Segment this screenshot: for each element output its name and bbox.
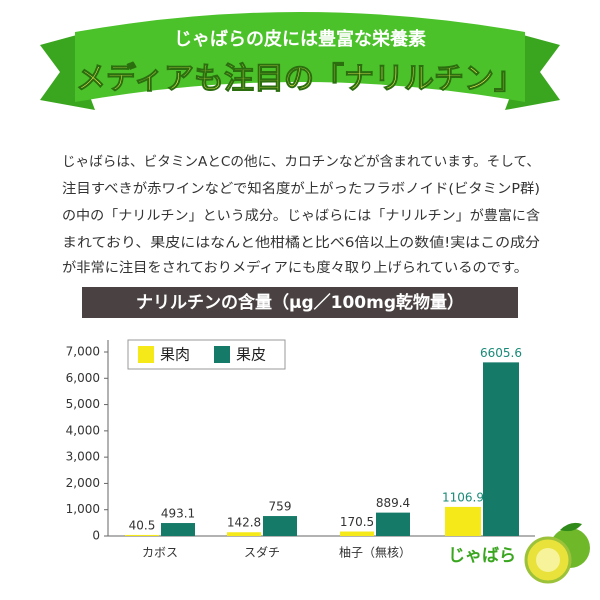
chart-title-bar <box>82 287 518 318</box>
x-tick-label: じゃばら <box>448 546 516 566</box>
y-tick-label: 3,000 <box>66 450 100 464</box>
lime-illustration <box>524 522 590 584</box>
data-label: 6605.6 <box>480 346 522 360</box>
y-tick-label: 1,000 <box>66 502 100 516</box>
data-label: 170.5 <box>340 515 374 529</box>
legend-label: 果皮 <box>236 346 266 364</box>
legend-swatch <box>138 346 154 363</box>
bar <box>125 534 159 536</box>
bar <box>161 523 195 536</box>
banner: じゃばらの皮には豊富な栄養素 メディアも注目の「ナリルチン」 <box>40 12 560 110</box>
paragraph-line: の中の「ナリルチン」という成分。じゃばらには「ナリルチン」が豊富に含 <box>62 207 541 224</box>
chart: 0 1,000 2,000 3,000 4,000 5,000 6,000 7,000 40.5… <box>66 339 535 566</box>
bar <box>483 362 519 536</box>
y-tick-label: 0 <box>92 529 100 543</box>
y-tick-label: 2,000 <box>66 476 100 490</box>
data-label: 1106.9 <box>442 490 484 504</box>
data-label: 759 <box>269 500 292 514</box>
y-tick-label: 5,000 <box>66 397 100 411</box>
banner-subtitle: じゃばらの皮には豊富な栄養素 <box>174 28 426 50</box>
y-tick-label: 4,000 <box>66 423 100 437</box>
data-label: 493.1 <box>161 507 195 521</box>
paragraph-line: が非常に注目をされておりメディアにも度々取り上げられているのです。 <box>62 259 528 276</box>
legend-swatch <box>214 346 230 363</box>
data-label: 40.5 <box>129 518 156 532</box>
paragraph-line: じゃばらは、ビタミンAとCの他に、カロチンなどが含まれています。そして、 <box>62 154 540 170</box>
bar <box>227 532 261 536</box>
data-label: 142.8 <box>227 516 261 530</box>
bar <box>445 506 481 536</box>
y-tick-label: 6,000 <box>66 371 100 385</box>
ribbon <box>75 12 525 102</box>
chart-title: ナリルチンの含量（μg／100mg乾物量） <box>136 292 464 313</box>
x-tick-label: カボス <box>142 546 178 560</box>
x-tick-label: 柚子（無核） <box>339 545 411 560</box>
legend-label: 果肉 <box>160 346 190 364</box>
data-label: 889.4 <box>376 496 410 510</box>
paragraph: じゃばらは、ビタミンAとCの他に、カロチンなどが含まれています。そして、 注目す… <box>62 154 541 276</box>
paragraph-line: 注目すべきが赤ワインなどで知名度が上がったフラボノイド(ビタミンP群) <box>62 180 540 197</box>
bar <box>263 516 297 536</box>
bar <box>376 512 410 536</box>
bar <box>340 531 374 536</box>
banner-title: メディアも注目の「ナリルチン」 <box>76 62 524 97</box>
x-tick-label: スダチ <box>244 545 280 560</box>
legend-box <box>127 339 286 370</box>
y-tick-label: 7,000 <box>66 345 100 359</box>
paragraph-line: まれており、果皮にはなんと他柑橘と比べ6倍以上の数値!実はこの成分 <box>62 235 540 251</box>
